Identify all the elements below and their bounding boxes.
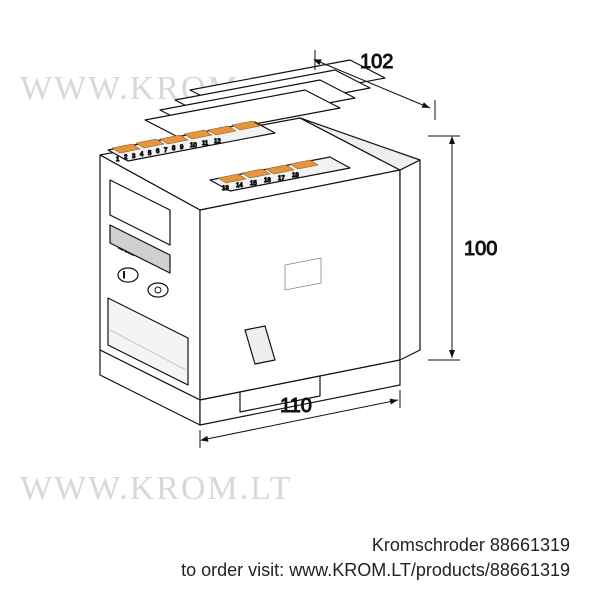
device-body: krom i	[100, 60, 420, 425]
svg-text:15: 15	[250, 181, 257, 187]
brand-name: Kromschroder	[372, 535, 485, 555]
watermark: WWW.KROM.LT	[20, 470, 293, 508]
svg-text:18: 18	[292, 173, 299, 179]
dim-depth: 102	[360, 51, 393, 73]
power-button-icon	[148, 283, 168, 297]
info-button-icon	[118, 268, 138, 282]
svg-text:12: 12	[214, 139, 221, 145]
caption-block: Kromschroder 88661319 to order visit: ww…	[0, 533, 600, 582]
svg-text:14: 14	[236, 183, 243, 189]
svg-text:16: 16	[264, 178, 271, 184]
dim-height: 100	[464, 238, 497, 260]
dim-width: 110	[280, 395, 312, 417]
svg-text:i: i	[123, 270, 125, 280]
svg-text:11: 11	[202, 141, 209, 147]
svg-text:17: 17	[278, 176, 285, 182]
part-number: 88661319	[490, 535, 570, 555]
order-prefix: to order visit:	[181, 560, 289, 580]
technical-drawing: krom i	[40, 30, 520, 460]
svg-text:10: 10	[190, 143, 197, 149]
svg-text:13: 13	[222, 186, 229, 192]
order-link[interactable]: www.KROM.LT/products/88661319	[289, 560, 570, 580]
